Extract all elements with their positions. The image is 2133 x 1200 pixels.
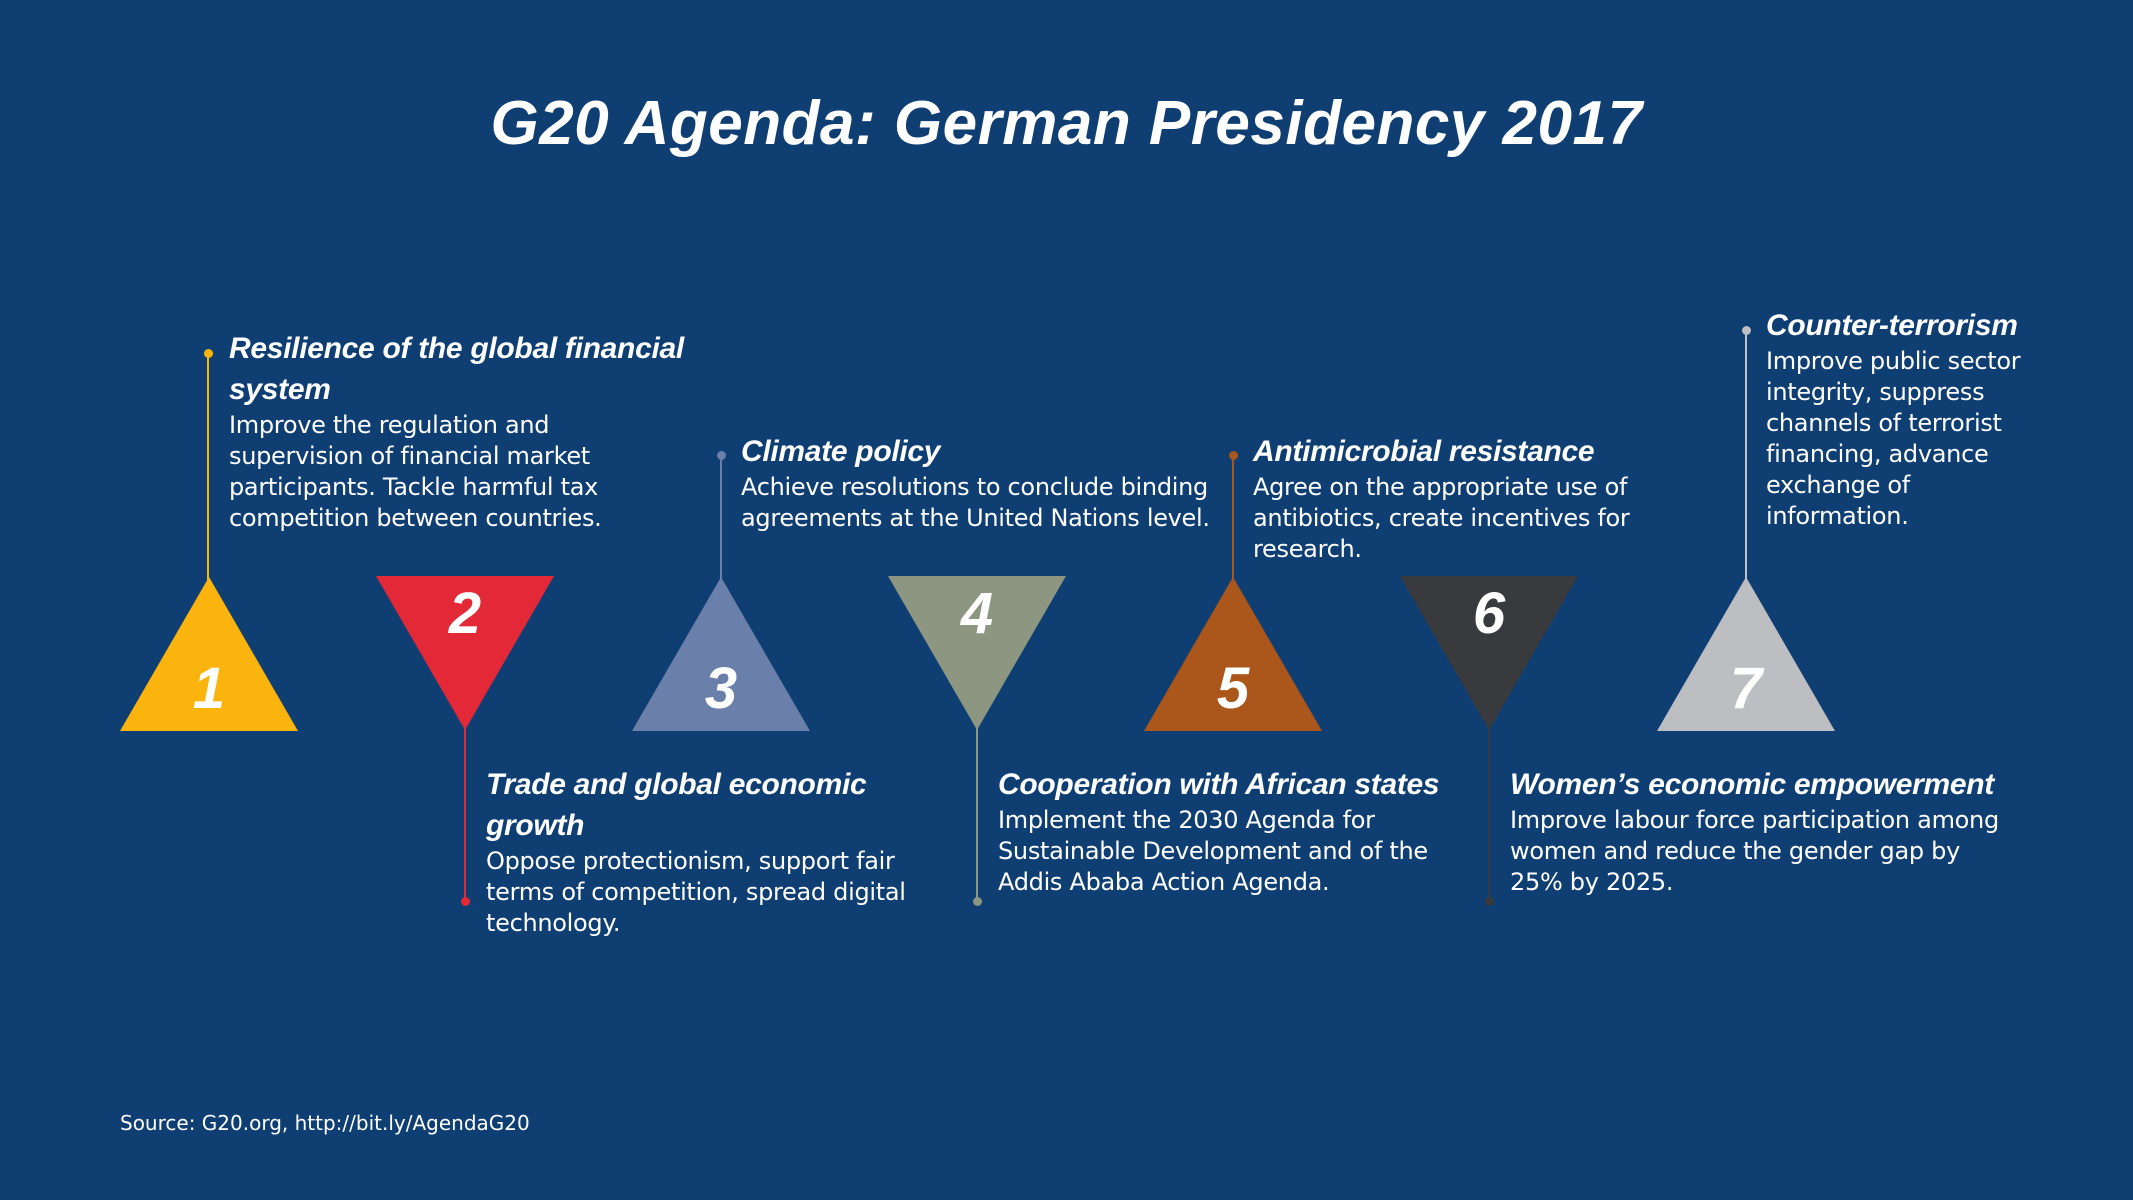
item-3-text: Climate policy Achieve resolutions to co… xyxy=(741,431,1221,534)
connector-dot-2 xyxy=(461,897,470,906)
item-title-7: Counter-terrorism xyxy=(1766,309,2018,342)
item-desc-4: Implement the 2030 Agenda for Sustainabl… xyxy=(998,806,1428,896)
triangle-4: 4 xyxy=(888,576,1066,730)
connector-line-1 xyxy=(207,353,209,583)
connector-dot-6 xyxy=(1485,897,1494,906)
connector-dot-5 xyxy=(1229,451,1238,460)
item-4-text: Cooperation with African states Implemen… xyxy=(998,764,1458,898)
item-desc-6: Improve labour force participation among… xyxy=(1510,806,1999,896)
triangle-7: 7 xyxy=(1657,577,1835,731)
item-title-6: Women’s economic empowerment xyxy=(1510,768,1994,801)
item-desc-7: Improve public sector integrity, suppres… xyxy=(1766,347,2021,530)
connector-line-6 xyxy=(1488,726,1490,902)
connector-line-3 xyxy=(720,458,722,583)
connector-line-7 xyxy=(1745,334,1747,583)
connector-line-4 xyxy=(976,726,978,902)
item-desc-2: Oppose protectionism, support fair terms… xyxy=(486,847,906,937)
item-desc-1: Improve the regulation and supervision o… xyxy=(229,411,602,532)
item-title-3: Climate policy xyxy=(741,435,941,468)
connector-dot-3 xyxy=(717,451,726,460)
item-6-text: Women’s economic empowerment Improve lab… xyxy=(1510,764,2010,898)
connector-dot-4 xyxy=(973,897,982,906)
item-5-text: Antimicrobial resistance Agree on the ap… xyxy=(1253,431,1743,565)
triangle-6: 6 xyxy=(1400,576,1578,730)
connector-dot-1 xyxy=(204,349,213,358)
item-desc-3: Achieve resolutions to conclude binding … xyxy=(741,473,1210,532)
item-title-5: Antimicrobial resistance xyxy=(1253,435,1595,468)
item-desc-5: Agree on the appropriate use of antibiot… xyxy=(1253,473,1630,563)
triangle-2: 2 xyxy=(376,576,554,730)
triangle-1: 1 xyxy=(120,577,298,731)
item-7-text: Counter-terrorism Improve public sector … xyxy=(1766,305,2046,532)
triangle-number-5: 5 xyxy=(1216,656,1250,721)
connector-dot-7 xyxy=(1742,326,1751,335)
page-title: G20 Agenda: German Presidency 2017 xyxy=(490,89,1643,158)
triangle-number-6: 6 xyxy=(1472,581,1506,646)
triangle-5: 5 xyxy=(1144,577,1322,731)
triangle-number-1: 1 xyxy=(192,656,226,721)
item-2-text: Trade and global economic growth Oppose … xyxy=(486,764,956,939)
triangle-number-7: 7 xyxy=(1729,656,1763,721)
triangle-number-3: 3 xyxy=(704,656,738,721)
source-note: Source: G20.org, http://bit.ly/AgendaG20 xyxy=(120,1111,530,1135)
item-title-2: Trade and global economic growth xyxy=(486,768,867,842)
item-title-1: Resilience of the global financial syste… xyxy=(229,332,684,406)
triangle-number-4: 4 xyxy=(960,581,994,646)
item-1-text: Resilience of the global financial syste… xyxy=(229,328,689,534)
connector-line-5 xyxy=(1232,458,1234,583)
triangle-number-2: 2 xyxy=(448,581,482,646)
triangle-3: 3 xyxy=(632,577,810,731)
connector-line-2 xyxy=(464,726,466,902)
item-title-4: Cooperation with African states xyxy=(998,768,1440,801)
